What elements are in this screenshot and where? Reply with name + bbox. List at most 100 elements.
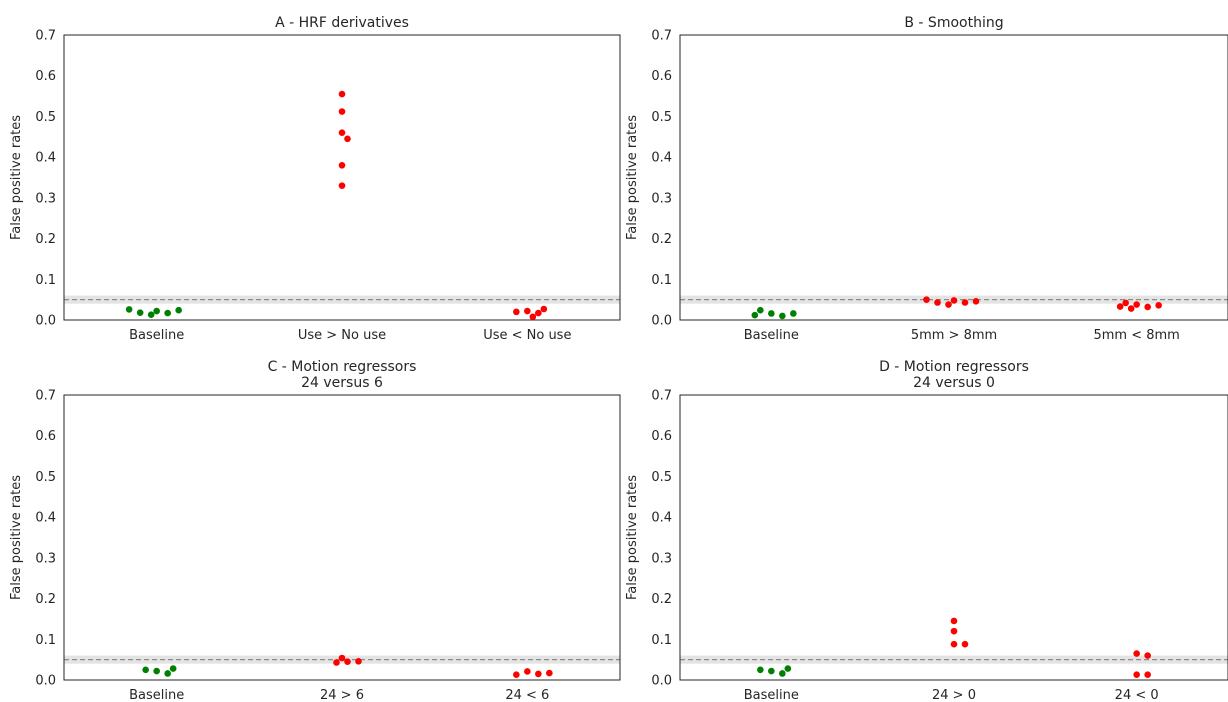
data-point (524, 307, 531, 315)
chart-title: C - Motion regressors (268, 359, 417, 375)
data-point (153, 667, 160, 675)
y-tick-label: 0.7 (35, 389, 56, 404)
x-tick-label: Baseline (129, 328, 184, 343)
y-tick-label: 0.3 (651, 191, 672, 206)
data-point (546, 669, 553, 677)
axes-frame (63, 34, 621, 321)
data-point (972, 297, 980, 305)
axes-frame (679, 394, 1228, 681)
data-point (535, 670, 542, 678)
x-tick-label: Baseline (129, 688, 184, 702)
data-point (950, 297, 958, 304)
data-point (344, 135, 351, 143)
data-point (147, 311, 155, 319)
data-point (338, 182, 346, 189)
data-point (153, 307, 160, 315)
y-tick-label: 0.7 (651, 29, 672, 44)
data-point (1133, 671, 1140, 679)
reference-band (64, 295, 620, 304)
axes-frame (63, 394, 621, 681)
x-tick-label: 24 < 6 (505, 688, 549, 702)
x-tick-label: 5mm > 8mm (911, 328, 997, 343)
y-tick-label: 0.2 (651, 592, 672, 607)
y-tick-label: 0.6 (651, 429, 672, 444)
data-point (535, 309, 542, 317)
data-point (338, 108, 346, 115)
data-point (355, 657, 362, 665)
data-point (513, 308, 520, 316)
data-point (1133, 301, 1140, 308)
data-point (751, 311, 759, 319)
data-point (1127, 305, 1135, 312)
data-point (790, 310, 797, 317)
axes-frame (679, 34, 1228, 321)
y-tick-label: 0.1 (651, 633, 672, 648)
y-tick-label: 0.1 (35, 633, 56, 648)
x-tick-label: Baseline (744, 328, 799, 343)
data-point (950, 627, 958, 635)
y-tick-label: 0.0 (651, 314, 672, 329)
data-point (779, 670, 786, 677)
data-point (1122, 299, 1129, 307)
data-point (540, 305, 548, 313)
y-tick-label: 0.0 (35, 314, 56, 329)
data-point (1144, 671, 1151, 679)
data-point (1144, 303, 1151, 311)
data-point (923, 296, 930, 303)
y-tick-label: 0.5 (651, 110, 672, 125)
data-point (338, 90, 346, 98)
y-tick-label: 0.2 (651, 232, 672, 247)
data-point (125, 306, 133, 313)
data-point (524, 668, 531, 675)
y-tick-label: 0.0 (35, 674, 56, 689)
data-point (757, 666, 764, 674)
x-tick-label: 24 > 0 (932, 688, 976, 702)
y-axis-label: False positive rates (9, 115, 24, 240)
y-tick-label: 0.4 (35, 151, 56, 166)
data-point (1116, 303, 1124, 310)
y-axis-label: False positive rates (625, 115, 640, 240)
chart-title: A - HRF derivatives (275, 15, 409, 31)
panel-1: 0.0 0.1 0.2 0.3 0.4 0.5 0.6 0.7 False positive r… (625, 15, 1228, 343)
data-point (1133, 650, 1140, 657)
data-point (175, 306, 182, 314)
panel-2: 0.0 0.1 0.2 0.3 0.4 0.5 0.6 0.7 False positive r… (9, 359, 621, 702)
y-tick-label: 0.1 (35, 273, 56, 288)
data-point (950, 640, 958, 648)
data-point (338, 129, 346, 137)
y-tick-label: 0.1 (651, 273, 672, 288)
chart-title: B - Smoothing (904, 15, 1003, 31)
y-tick-label: 0.4 (651, 151, 672, 166)
panel-0: 0.0 0.1 0.2 0.3 0.4 0.5 0.6 0.7 False positive r… (9, 15, 621, 343)
data-point (338, 654, 346, 662)
y-axis-label: False positive rates (9, 475, 24, 600)
data-point (768, 667, 775, 675)
data-point (136, 309, 144, 316)
data-point (934, 299, 941, 306)
data-point (768, 310, 775, 317)
data-point (164, 670, 171, 677)
y-tick-label: 0.2 (35, 592, 56, 607)
data-point (1155, 302, 1162, 309)
data-point (945, 301, 952, 308)
data-point (529, 313, 537, 321)
panel-3: 0.0 0.1 0.2 0.3 0.4 0.5 0.6 0.7 False positive r… (625, 359, 1228, 702)
x-tick-label: Use < No use (483, 328, 571, 343)
y-tick-label: 0.3 (651, 551, 672, 566)
x-tick-label: Baseline (744, 688, 799, 702)
y-tick-label: 0.3 (35, 191, 56, 206)
y-tick-label: 0.5 (35, 470, 56, 485)
data-point (961, 299, 969, 306)
x-tick-label: 24 > 6 (320, 688, 364, 702)
data-point (344, 658, 351, 665)
data-point (950, 617, 958, 625)
x-tick-label: Use > No use (298, 328, 386, 343)
y-tick-label: 0.4 (651, 511, 672, 526)
data-point (169, 665, 177, 672)
y-tick-label: 0.6 (35, 69, 56, 84)
data-point (779, 312, 786, 320)
y-tick-label: 0.2 (35, 232, 56, 247)
y-tick-label: 0.5 (651, 470, 672, 485)
y-axis-label: False positive rates (625, 475, 640, 600)
